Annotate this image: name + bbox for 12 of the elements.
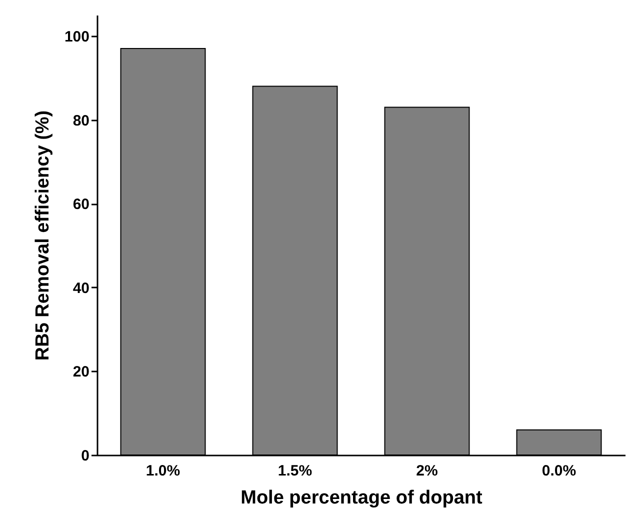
y-tick-label: 100 — [64, 28, 90, 46]
x-axis-title: Mole percentage of dopant — [240, 488, 484, 508]
x-tick-label: 1.5% — [278, 462, 312, 480]
y-tick-label: 80 — [72, 112, 90, 130]
x-tick-label: 2% — [416, 462, 438, 480]
y-tick-label: 0 — [81, 448, 90, 464]
y-tick-label: 20 — [72, 364, 90, 381]
x-tick-label: 0.0% — [542, 462, 576, 480]
x-tick-label: 1.0% — [146, 462, 180, 480]
y-tick-label: 60 — [72, 196, 90, 214]
y-tick-label: 40 — [72, 280, 90, 297]
y-axis-title: RB5 Removal efficiency (%) — [32, 110, 54, 361]
